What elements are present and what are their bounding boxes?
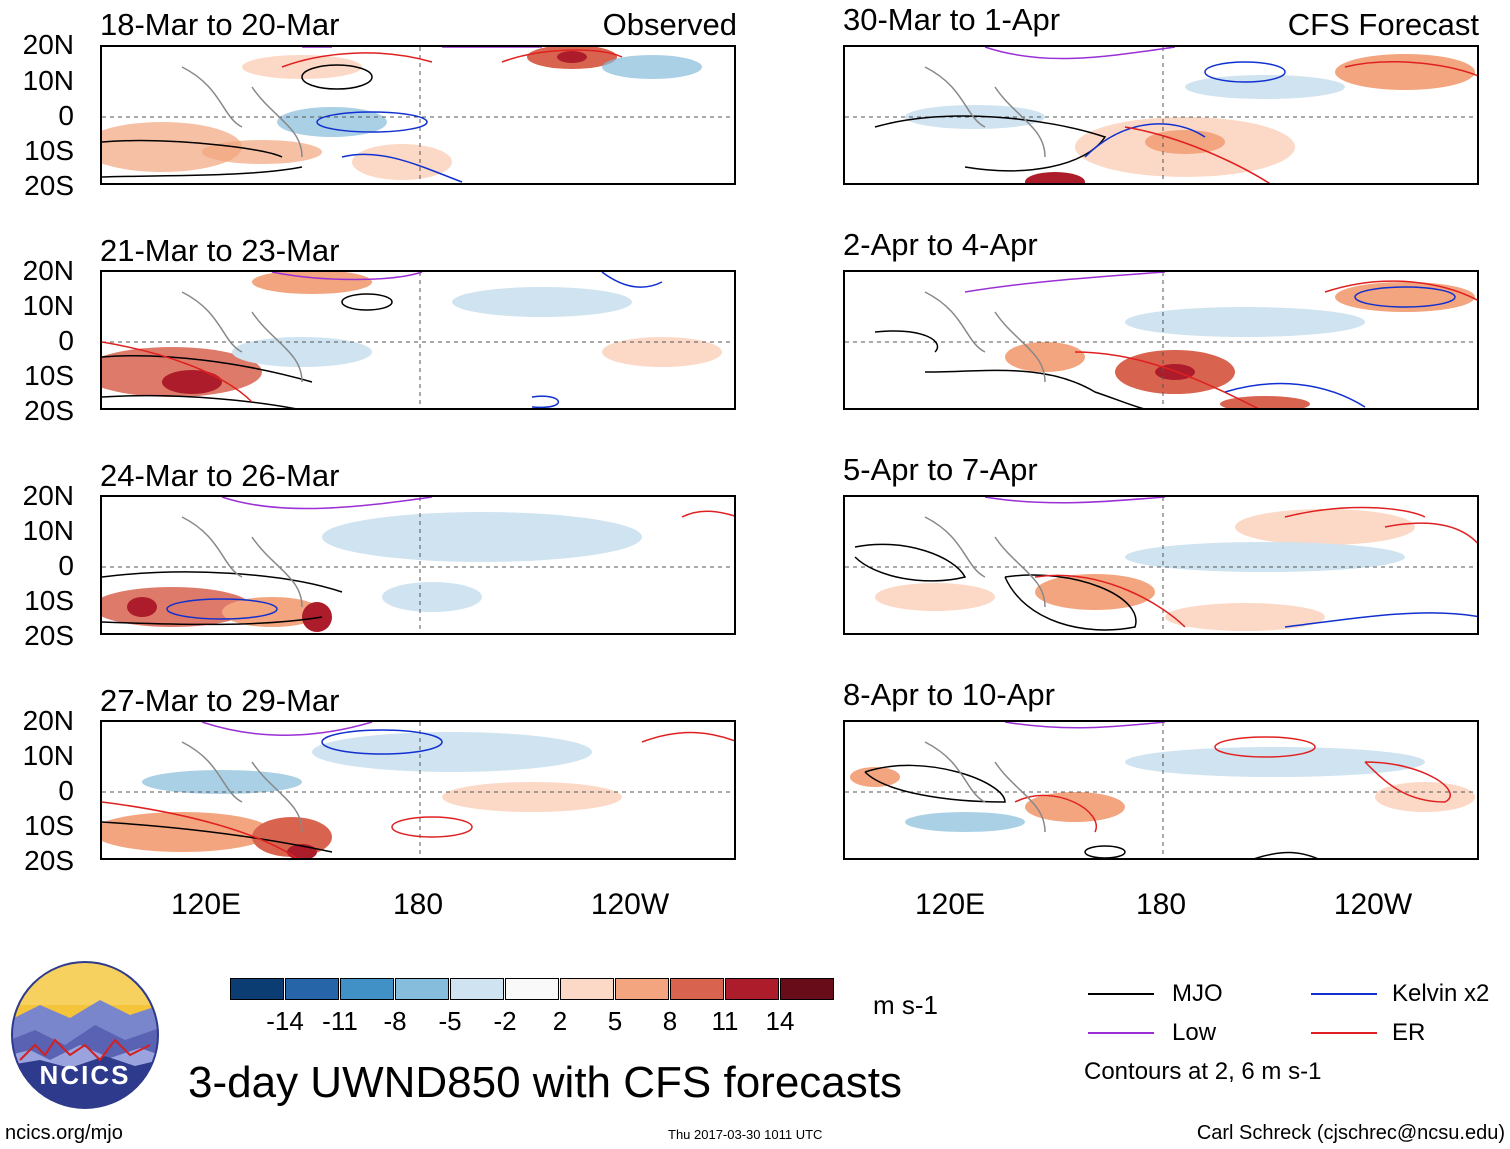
colorbar-tick: -5 <box>438 1006 462 1036</box>
map-field-svg <box>102 47 734 183</box>
map-panel-right-3 <box>843 495 1479 635</box>
legend-label-er: ER <box>1392 1019 1426 1046</box>
map-panel-right-4 <box>843 720 1479 860</box>
panel-title-left-2: 21-Mar to 23-Mar <box>100 233 340 268</box>
colorbar-swatch-11 <box>780 978 834 1000</box>
colorbar-swatch-10 <box>725 978 779 1000</box>
lat-10s: 10S <box>24 135 74 166</box>
lat-10n: 10N <box>22 740 74 771</box>
lat-20s: 20S <box>24 395 74 426</box>
map-panel-right-2 <box>843 270 1479 410</box>
map-panel-left-3 <box>100 495 736 635</box>
legend-line-low <box>1088 1032 1154 1034</box>
footer-timestamp: Thu 2017-03-30 1011 UTC <box>668 1127 823 1142</box>
panel-title-right-1: 30-Mar to 1-Apr <box>843 2 1061 37</box>
colorbar-swatch-4 <box>395 978 449 1000</box>
map-field-svg <box>845 272 1477 408</box>
colorbar-swatch-9 <box>670 978 724 1000</box>
panel-title-left-4: 27-Mar to 29-Mar <box>100 683 340 718</box>
legend-line-kelvin <box>1311 993 1377 995</box>
lon-120e-left: 120E <box>170 888 242 921</box>
colorbar-tick: 11 <box>711 1006 739 1036</box>
panel-title-right-3: 5-Apr to 7-Apr <box>843 452 1038 487</box>
map-panel-left-2 <box>100 270 736 410</box>
colorbar-units: m s-1 <box>873 990 938 1020</box>
lat-0: 0 <box>58 100 74 131</box>
colorbar-tick: -2 <box>493 1006 517 1036</box>
legend-label-low: Low <box>1172 1019 1217 1046</box>
colorbar-tick: -11 <box>322 1006 358 1036</box>
map-field-svg <box>102 722 734 858</box>
lat-20n: 20N <box>22 705 74 736</box>
lat-10s: 10S <box>24 810 74 841</box>
logo-text: NCICS <box>39 1060 131 1090</box>
panel-title-left-3: 24-Mar to 26-Mar <box>100 458 340 493</box>
legend-label-kelvin: Kelvin x2 <box>1392 980 1490 1007</box>
colorbar-tick: 14 <box>765 1006 795 1036</box>
legend-note: Contours at 2, 6 m s-1 <box>1084 1058 1322 1085</box>
lon-120e-right: 120E <box>914 888 986 921</box>
colorbar-swatch-2 <box>285 978 339 1000</box>
lat-20n: 20N <box>22 29 74 60</box>
lon-180-left: 180 <box>392 888 444 921</box>
panel-title-left-1: 18-Mar to 20-Mar <box>100 7 340 42</box>
legend-label-mjo: MJO <box>1172 980 1223 1007</box>
lon-120w-left: 120W <box>590 888 670 921</box>
colorbar-swatch-7 <box>560 978 614 1000</box>
lat-10n: 10N <box>22 65 74 96</box>
colorbar-tick: 2 <box>552 1006 568 1036</box>
colorbar-swatch-3 <box>340 978 394 1000</box>
lon-180-right: 180 <box>1135 888 1187 921</box>
lat-20s: 20S <box>24 620 74 651</box>
footer-url[interactable]: ncics.org/mjo <box>5 1122 123 1144</box>
lat-20s: 20S <box>24 845 74 876</box>
panel-title-right-4: 8-Apr to 10-Apr <box>843 677 1055 712</box>
lat-10s: 10S <box>24 360 74 391</box>
lat-20n: 20N <box>22 255 74 286</box>
map-field-svg <box>845 47 1477 183</box>
lon-120w-right: 120W <box>1333 888 1413 921</box>
lat-10n: 10N <box>22 290 74 321</box>
map-field-svg <box>845 497 1477 633</box>
legend-line-mjo <box>1088 993 1154 995</box>
legend-line-er <box>1311 1032 1377 1034</box>
main-title: 3-day UWND850 with CFS forecasts <box>188 1058 902 1107</box>
panel-title-right-2: 2-Apr to 4-Apr <box>843 227 1038 262</box>
lat-10n: 10N <box>22 515 74 546</box>
colorbar-tick: -8 <box>383 1006 407 1036</box>
forecast-label: CFS Forecast <box>1287 7 1479 42</box>
lat-0: 0 <box>58 775 74 806</box>
colorbar-swatch-5 <box>450 978 504 1000</box>
map-panel-left-4 <box>100 720 736 860</box>
map-field-svg <box>102 272 734 408</box>
lat-10s: 10S <box>24 585 74 616</box>
map-panel-right-1 <box>843 45 1479 185</box>
observed-label: Observed <box>602 7 737 42</box>
map-field-svg <box>845 722 1477 858</box>
colorbar-swatch-1 <box>230 978 284 1000</box>
colorbar-swatch-6 <box>505 978 559 1000</box>
lat-0: 0 <box>58 550 74 581</box>
colorbar-tick: -14 <box>266 1006 304 1036</box>
map-panel-left-1 <box>100 45 736 185</box>
colorbar-tick: 5 <box>607 1006 623 1036</box>
lat-0: 0 <box>58 325 74 356</box>
ncics-mountain-logo-icon: NCICS <box>10 960 160 1110</box>
lat-20s: 20S <box>24 170 74 201</box>
colorbar-swatch-8 <box>615 978 669 1000</box>
footer-credit: Carl Schreck (cjschrec@ncsu.edu) <box>1196 1122 1505 1144</box>
lat-20n: 20N <box>22 480 74 511</box>
colorbar-tick: 8 <box>662 1006 678 1036</box>
map-field-svg <box>102 497 734 633</box>
